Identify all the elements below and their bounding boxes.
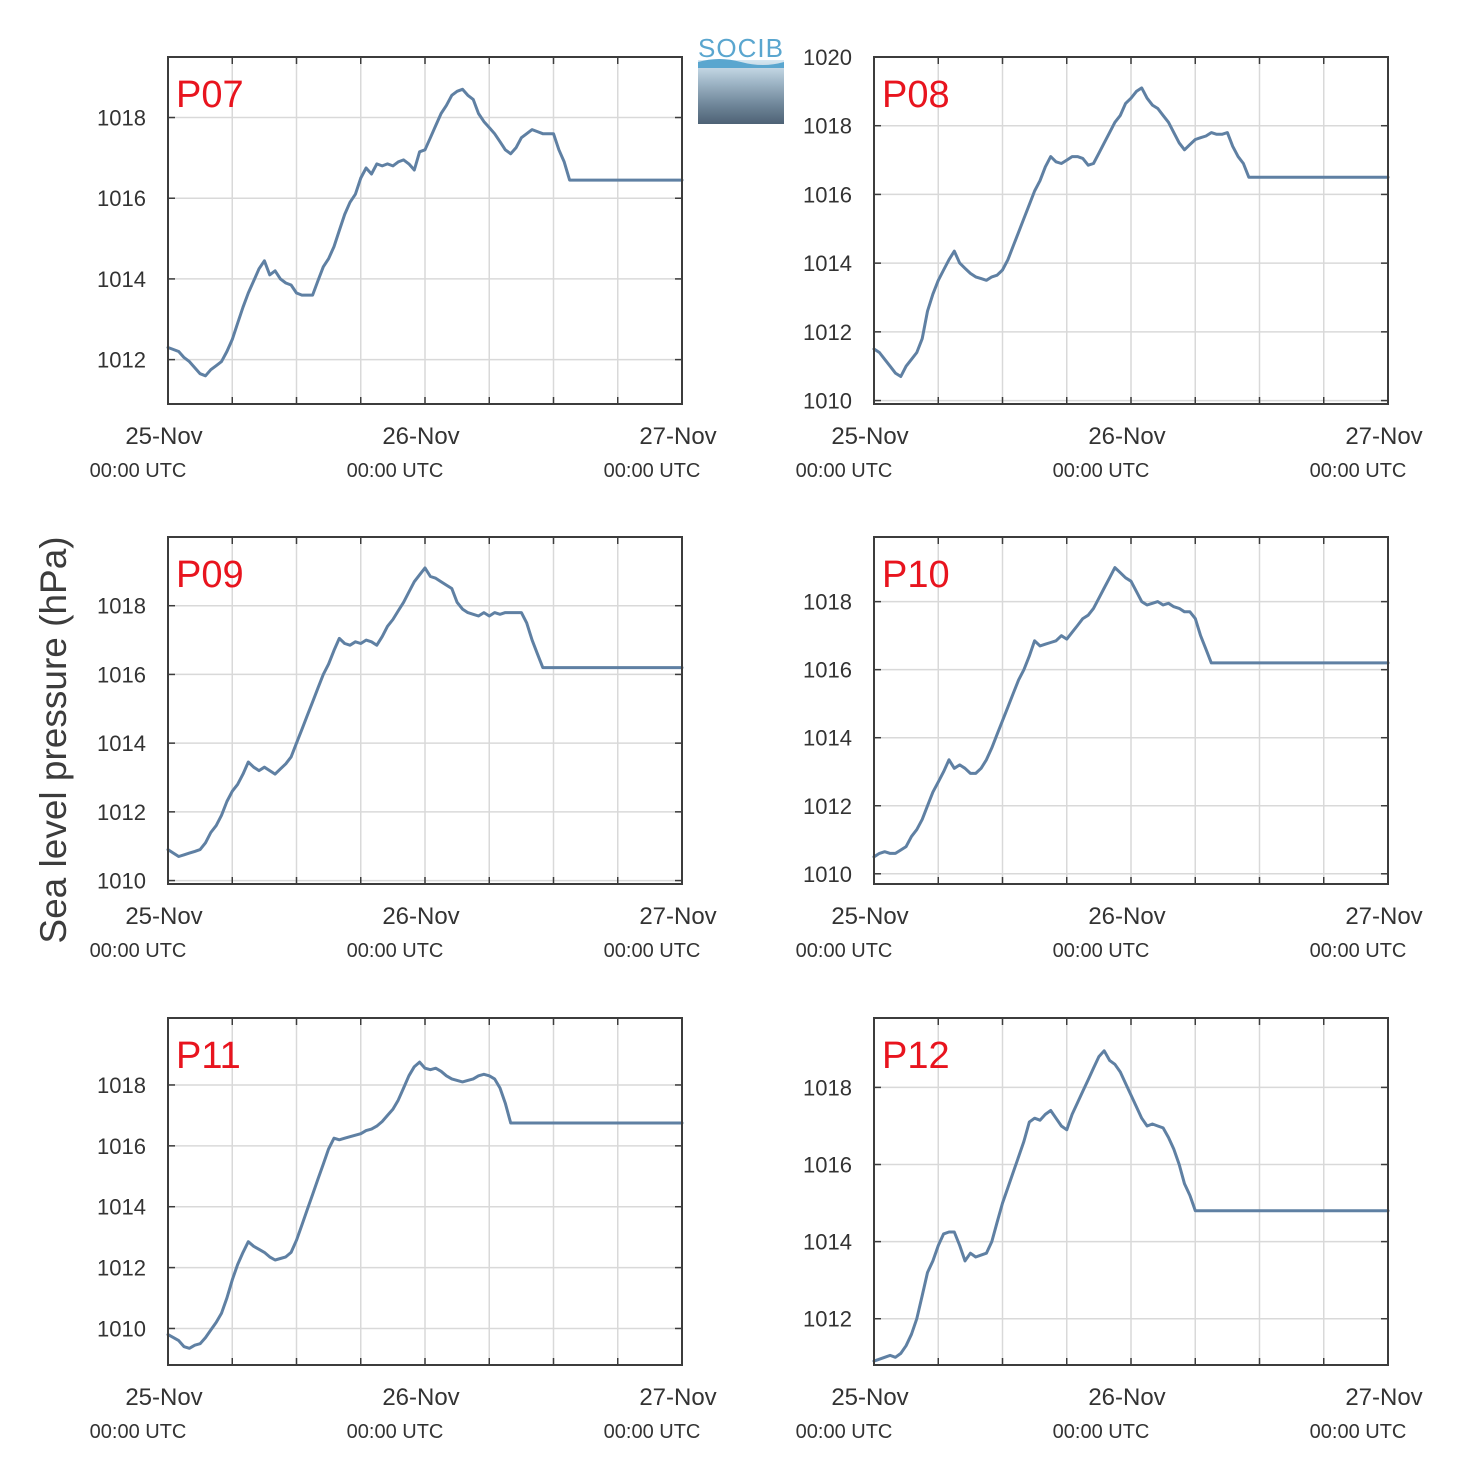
x-tick-date-label: 25-Nov — [125, 423, 202, 450]
x-tick-date-label: 27-Nov — [1345, 423, 1422, 450]
x-tick-time-label: 00:00 UTC — [1053, 1421, 1150, 1443]
y-tick-label: 1018 — [803, 114, 852, 139]
x-tick-date-label: 27-Nov — [639, 423, 716, 450]
y-tick-label: 1014 — [803, 726, 852, 751]
x-tick-date-label: 25-Nov — [831, 1384, 908, 1411]
y-tick-label: 1012 — [803, 1307, 852, 1332]
y-tick-label: 1016 — [803, 658, 852, 683]
x-tick-time-label: 00:00 UTC — [1310, 940, 1407, 962]
y-tick-label: 1016 — [97, 1134, 146, 1159]
y-tick-label: 1016 — [803, 182, 852, 207]
x-tick-date-label: 26-Nov — [382, 423, 459, 450]
x-tick-date-label: 26-Nov — [382, 1384, 459, 1411]
y-tick-label: 1012 — [97, 1256, 146, 1281]
y-tick-label: 1016 — [97, 186, 146, 211]
x-tick-time-label: 00:00 UTC — [347, 940, 444, 962]
y-tick-label: 1018 — [803, 1075, 852, 1100]
plot-frame — [873, 1017, 1389, 1366]
x-tick-time-label: 00:00 UTC — [90, 460, 187, 482]
panel-label: P10 — [882, 554, 950, 596]
x-tick-time-label: 00:00 UTC — [604, 940, 701, 962]
x-tick-time-label: 00:00 UTC — [1053, 940, 1150, 962]
y-tick-label: 1014 — [803, 1230, 852, 1255]
x-tick-time-label: 00:00 UTC — [90, 1421, 187, 1443]
plot-frame — [167, 1017, 683, 1366]
panel-label: P07 — [176, 74, 244, 116]
y-tick-label: 1010 — [97, 1316, 146, 1341]
y-tick-label: 1014 — [803, 251, 852, 276]
y-tick-label: 1012 — [803, 320, 852, 345]
x-tick-date-label: 27-Nov — [1345, 1384, 1422, 1411]
y-tick-label: 1014 — [97, 267, 146, 292]
y-axis-label: Sea level pressure (hPa) — [33, 536, 74, 943]
x-tick-time-label: 00:00 UTC — [796, 940, 893, 962]
x-tick-date-label: 26-Nov — [1088, 903, 1165, 930]
y-tick-label: 1018 — [97, 106, 146, 131]
panel-label: P09 — [176, 554, 244, 596]
x-tick-time-label: 00:00 UTC — [604, 1421, 701, 1443]
y-tick-label: 1018 — [97, 1073, 146, 1098]
x-tick-date-label: 25-Nov — [125, 1384, 202, 1411]
series-line — [872, 86, 1390, 378]
plot-frame — [873, 56, 1389, 405]
panel-p09: 1010 1012 1014 1016 1018 25-Nov 00:00 UTC 26-No… — [90, 536, 717, 962]
y-tick-label: 1016 — [803, 1153, 852, 1178]
y-tick-label: 1014 — [97, 731, 146, 756]
y-tick-label: 1014 — [97, 1195, 146, 1220]
x-tick-date-label: 25-Nov — [125, 903, 202, 930]
y-tick-label: 1010 — [97, 869, 146, 894]
x-tick-time-label: 00:00 UTC — [1053, 460, 1150, 482]
x-tick-date-label: 26-Nov — [1088, 423, 1165, 450]
y-tick-label: 1016 — [97, 662, 146, 687]
x-tick-date-label: 27-Nov — [639, 1384, 716, 1411]
series-line — [872, 566, 1390, 859]
plot-frame — [167, 56, 683, 405]
series-line — [872, 1049, 1390, 1363]
x-tick-date-label: 26-Nov — [1088, 1384, 1165, 1411]
y-tick-label: 1012 — [803, 794, 852, 819]
x-tick-time-label: 00:00 UTC — [1310, 460, 1407, 482]
x-tick-date-label: 25-Nov — [831, 903, 908, 930]
x-tick-date-label: 25-Nov — [831, 423, 908, 450]
panel-label: P12 — [882, 1035, 950, 1077]
panel-label: P11 — [176, 1035, 241, 1077]
series-line — [166, 1060, 684, 1350]
y-tick-label: 1018 — [803, 590, 852, 615]
panel-label: P08 — [882, 74, 950, 116]
y-tick-label: 1012 — [97, 348, 146, 373]
y-tick-label: 1018 — [97, 594, 146, 619]
x-tick-time-label: 00:00 UTC — [796, 460, 893, 482]
panel-p11: 1010 1012 1014 1016 1018 25-Nov 00:00 UTC 26-No… — [90, 1017, 717, 1443]
x-tick-time-label: 00:00 UTC — [796, 1421, 893, 1443]
x-tick-time-label: 00:00 UTC — [1310, 1421, 1407, 1443]
y-tick-label: 1012 — [97, 800, 146, 825]
panel-p10: 1010 1012 1014 1016 1018 25-Nov 00:00 UTC 26-No… — [796, 536, 1423, 962]
panel-p12: 1012 1014 1016 1018 25-Nov 00:00 UTC 26-Nov 00:… — [796, 1017, 1423, 1443]
logo-block — [698, 60, 784, 124]
series-line — [166, 87, 684, 378]
panel-p08: 1010 1012 1014 1016 1018 1020 25-Nov 00:00 UTC 2… — [796, 45, 1423, 482]
x-tick-time-label: 00:00 UTC — [90, 940, 187, 962]
logo-text: SOCIB — [698, 33, 784, 63]
x-tick-time-label: 00:00 UTC — [604, 460, 701, 482]
y-tick-label: 1010 — [803, 862, 852, 887]
x-tick-date-label: 27-Nov — [1345, 903, 1422, 930]
x-tick-date-label: 27-Nov — [639, 903, 716, 930]
panel-p07: 1012 1014 1016 1018 25-Nov 00:00 UTC 26-Nov 00:… — [90, 56, 717, 482]
plot-frame — [873, 536, 1389, 885]
x-tick-date-label: 26-Nov — [382, 903, 459, 930]
x-tick-time-label: 00:00 UTC — [347, 1421, 444, 1443]
logo-wave-icon — [698, 59, 784, 68]
y-tick-label: 1010 — [803, 389, 852, 414]
series-line — [166, 566, 684, 858]
x-tick-time-label: 00:00 UTC — [347, 460, 444, 482]
socib-logo: SOCIB — [695, 34, 787, 126]
plot-frame — [167, 536, 683, 885]
y-tick-label: 1020 — [803, 45, 852, 70]
